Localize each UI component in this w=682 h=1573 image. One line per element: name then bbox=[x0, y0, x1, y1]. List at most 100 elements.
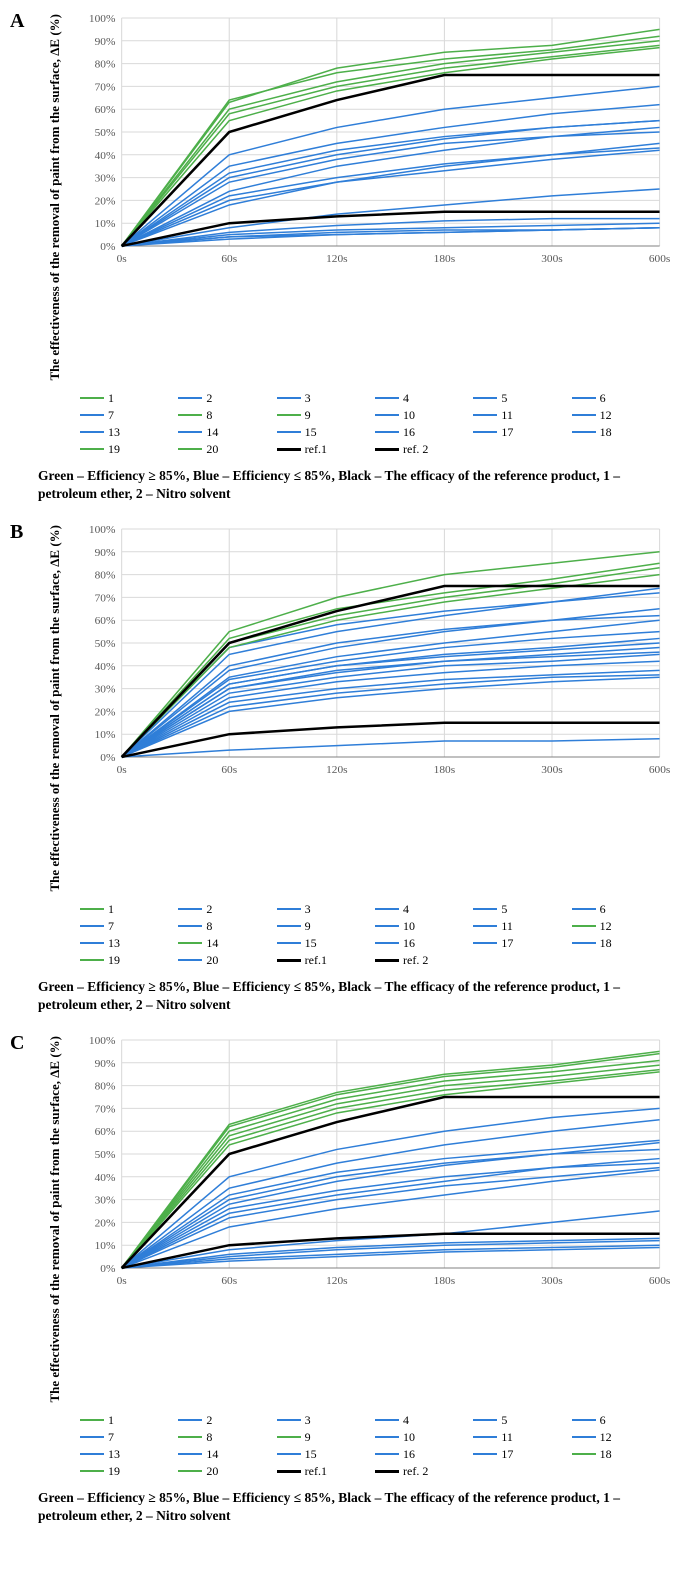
legend-item-7: 7 bbox=[80, 408, 172, 423]
svg-text:600s: 600s bbox=[649, 253, 670, 265]
legend-label: 6 bbox=[600, 902, 606, 917]
swatch-icon bbox=[375, 448, 399, 451]
svg-text:40%: 40% bbox=[95, 150, 116, 162]
swatch-icon bbox=[572, 1419, 596, 1421]
legend-label: 18 bbox=[600, 1447, 612, 1462]
swatch-icon bbox=[178, 448, 202, 450]
legend-item-10: 10 bbox=[375, 919, 467, 934]
legend-item-8: 8 bbox=[178, 1430, 270, 1445]
svg-text:10%: 10% bbox=[95, 218, 116, 230]
legend-item-6: 6 bbox=[572, 391, 664, 406]
legend-label: 8 bbox=[206, 408, 212, 423]
legend-label: ref. 2 bbox=[403, 953, 428, 968]
legend-item-9: 9 bbox=[277, 919, 369, 934]
legend-item-16: 16 bbox=[375, 1447, 467, 1462]
legend-item-14: 14 bbox=[178, 425, 270, 440]
legend-label: 4 bbox=[403, 902, 409, 917]
legend-item-19: 19 bbox=[80, 953, 172, 968]
legend-item-10: 10 bbox=[375, 408, 467, 423]
legend-item-8: 8 bbox=[178, 919, 270, 934]
legend-c: 1234567891011121314151617181920ref.1ref.… bbox=[72, 1409, 672, 1483]
legend-item-6: 6 bbox=[572, 902, 664, 917]
svg-text:40%: 40% bbox=[95, 661, 116, 673]
svg-text:100%: 100% bbox=[89, 1035, 116, 1047]
legend-item-6: 6 bbox=[572, 1413, 664, 1428]
legend-label: 14 bbox=[206, 936, 218, 951]
panel-a: A The effectiveness of the removal of pa… bbox=[10, 10, 672, 503]
legend-label: 4 bbox=[403, 391, 409, 406]
legend-a: 1234567891011121314151617181920ref.1ref.… bbox=[72, 387, 672, 461]
svg-text:50%: 50% bbox=[95, 1149, 116, 1161]
legend-label: 16 bbox=[403, 425, 415, 440]
legend-item-2: 2 bbox=[178, 1413, 270, 1428]
svg-text:50%: 50% bbox=[95, 638, 116, 650]
svg-text:70%: 70% bbox=[95, 82, 116, 94]
legend-label: 13 bbox=[108, 1447, 120, 1462]
legend-item-13: 13 bbox=[80, 1447, 172, 1462]
legend-label: 12 bbox=[600, 1430, 612, 1445]
legend-label: 2 bbox=[206, 902, 212, 917]
legend-label: 10 bbox=[403, 408, 415, 423]
swatch-icon bbox=[178, 431, 202, 433]
legend-label: 11 bbox=[501, 919, 513, 934]
legend-label: 10 bbox=[403, 919, 415, 934]
legend-label: 16 bbox=[403, 1447, 415, 1462]
legend-item-10: 10 bbox=[375, 1430, 467, 1445]
legend-label: 10 bbox=[403, 1430, 415, 1445]
legend-label: 3 bbox=[305, 902, 311, 917]
swatch-icon bbox=[375, 959, 399, 962]
y-axis-label: The effectiveness of the removal of pain… bbox=[38, 10, 72, 385]
swatch-icon bbox=[178, 925, 202, 927]
svg-text:100%: 100% bbox=[89, 524, 116, 536]
swatch-icon bbox=[80, 925, 104, 927]
swatch-icon bbox=[178, 397, 202, 399]
swatch-icon bbox=[375, 397, 399, 399]
legend-label: 9 bbox=[305, 408, 311, 423]
chart-caption: Green – Efficiency ≥ 85%, Blue – Efficie… bbox=[38, 1489, 672, 1525]
legend-item-ref.1: ref.1 bbox=[277, 442, 369, 457]
swatch-icon bbox=[375, 414, 399, 416]
swatch-icon bbox=[178, 942, 202, 944]
legend-label: 19 bbox=[108, 953, 120, 968]
swatch-icon bbox=[572, 414, 596, 416]
legend-item-1: 1 bbox=[80, 391, 172, 406]
chart-a: 0%10%20%30%40%50%60%70%80%90%100%0s60s12… bbox=[72, 10, 672, 270]
swatch-icon bbox=[277, 414, 301, 416]
svg-text:300s: 300s bbox=[541, 764, 562, 776]
chart-caption: Green – Efficiency ≥ 85%, Blue – Efficie… bbox=[38, 978, 672, 1014]
legend-label: 15 bbox=[305, 936, 317, 951]
swatch-icon bbox=[277, 1419, 301, 1421]
legend-label: 20 bbox=[206, 442, 218, 457]
swatch-icon bbox=[178, 414, 202, 416]
legend-label: 18 bbox=[600, 425, 612, 440]
swatch-icon bbox=[277, 1453, 301, 1455]
swatch-icon bbox=[375, 942, 399, 944]
legend-item-18: 18 bbox=[572, 425, 664, 440]
legend-item-9: 9 bbox=[277, 1430, 369, 1445]
legend-item-8: 8 bbox=[178, 408, 270, 423]
swatch-icon bbox=[277, 942, 301, 944]
swatch-icon bbox=[80, 1453, 104, 1455]
legend-label: 14 bbox=[206, 1447, 218, 1462]
legend-item-20: 20 bbox=[178, 442, 270, 457]
swatch-icon bbox=[572, 397, 596, 399]
swatch-icon bbox=[572, 431, 596, 433]
svg-text:0%: 0% bbox=[100, 752, 115, 764]
legend-label: 3 bbox=[305, 1413, 311, 1428]
swatch-icon bbox=[473, 397, 497, 399]
legend-label: 7 bbox=[108, 1430, 114, 1445]
svg-text:30%: 30% bbox=[95, 684, 116, 696]
swatch-icon bbox=[178, 1453, 202, 1455]
legend-item-ref.1: ref.1 bbox=[277, 953, 369, 968]
y-axis-label: The effectiveness of the removal of pain… bbox=[38, 1032, 72, 1407]
legend-item-ref. 2: ref. 2 bbox=[375, 953, 467, 968]
legend-label: 5 bbox=[501, 902, 507, 917]
legend-label: 12 bbox=[600, 408, 612, 423]
legend-label: 15 bbox=[305, 1447, 317, 1462]
legend-item-1: 1 bbox=[80, 902, 172, 917]
svg-text:10%: 10% bbox=[95, 729, 116, 741]
legend-item-16: 16 bbox=[375, 425, 467, 440]
legend-item-5: 5 bbox=[473, 1413, 565, 1428]
svg-text:60s: 60s bbox=[221, 253, 237, 265]
legend-label: 19 bbox=[108, 1464, 120, 1479]
